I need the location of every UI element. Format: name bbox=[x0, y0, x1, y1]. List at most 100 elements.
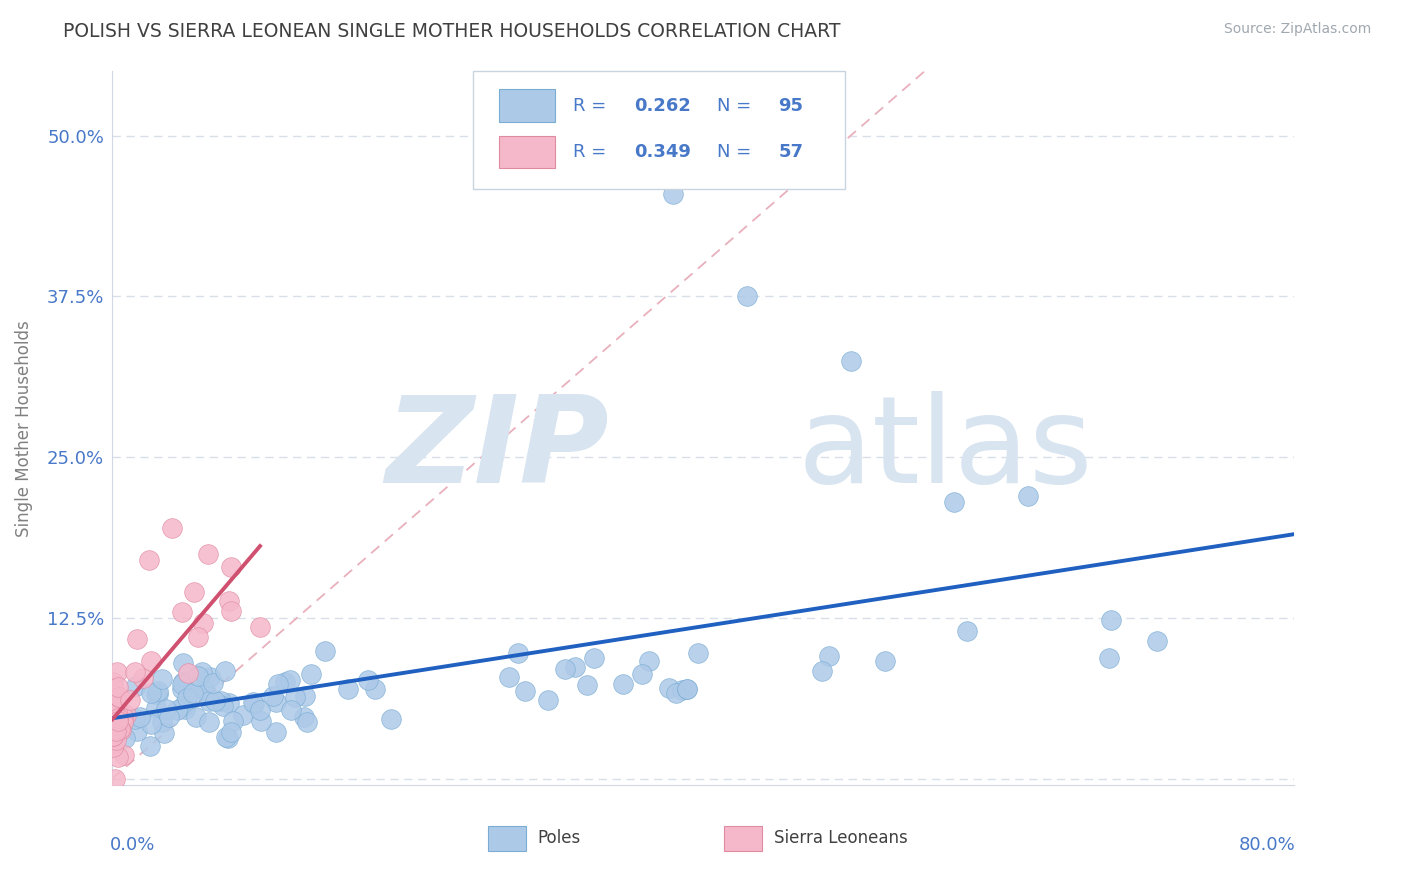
Point bbox=[112, 747, 135, 762]
Point bbox=[839, 353, 862, 368]
Point bbox=[184, 710, 207, 724]
Point bbox=[187, 669, 209, 683]
Point bbox=[818, 649, 841, 664]
Point bbox=[183, 585, 205, 599]
Point bbox=[103, 699, 125, 714]
Point bbox=[506, 646, 529, 660]
Point bbox=[554, 662, 576, 676]
Point bbox=[104, 723, 127, 737]
Point bbox=[153, 726, 176, 740]
Point bbox=[105, 696, 128, 710]
Point bbox=[686, 646, 709, 660]
Point bbox=[103, 708, 125, 723]
Text: Sierra Leoneans: Sierra Leoneans bbox=[773, 830, 908, 847]
Text: 95: 95 bbox=[779, 96, 804, 114]
FancyBboxPatch shape bbox=[499, 136, 555, 169]
Point bbox=[204, 694, 226, 708]
Point bbox=[314, 644, 336, 658]
Point bbox=[105, 715, 128, 730]
Point bbox=[1099, 613, 1122, 627]
Point bbox=[191, 681, 214, 696]
Point bbox=[242, 695, 264, 709]
Point bbox=[103, 720, 125, 734]
Point bbox=[105, 665, 128, 679]
Text: POLISH VS SIERRA LEONEAN SINGLE MOTHER HOUSEHOLDS CORRELATION CHART: POLISH VS SIERRA LEONEAN SINGLE MOTHER H… bbox=[63, 22, 841, 41]
Point bbox=[219, 559, 242, 574]
Point bbox=[583, 650, 606, 665]
Point bbox=[737, 289, 759, 303]
Point bbox=[266, 695, 288, 709]
Point bbox=[575, 678, 598, 692]
Point bbox=[658, 681, 681, 695]
Point bbox=[172, 698, 194, 713]
Point bbox=[103, 721, 125, 735]
FancyBboxPatch shape bbox=[488, 826, 526, 851]
Point bbox=[124, 679, 146, 693]
Point bbox=[292, 710, 315, 724]
Point bbox=[274, 674, 297, 689]
Point bbox=[198, 714, 221, 729]
Text: 80.0%: 80.0% bbox=[1239, 837, 1296, 855]
Point bbox=[198, 693, 221, 707]
Point bbox=[243, 697, 266, 711]
Point bbox=[105, 707, 128, 722]
Point bbox=[194, 684, 217, 698]
Point bbox=[564, 660, 586, 674]
Point bbox=[101, 729, 124, 743]
Point bbox=[107, 714, 129, 728]
Point bbox=[172, 676, 194, 690]
Point bbox=[294, 689, 316, 703]
Text: ZIP: ZIP bbox=[385, 391, 609, 508]
Point bbox=[105, 704, 128, 718]
Point bbox=[138, 739, 160, 753]
Point bbox=[214, 664, 236, 678]
Point bbox=[217, 731, 239, 746]
Point bbox=[357, 673, 380, 688]
Point bbox=[101, 697, 124, 711]
Point bbox=[114, 708, 136, 723]
Point bbox=[1098, 651, 1121, 665]
Text: atlas: atlas bbox=[797, 391, 1092, 508]
Point bbox=[671, 682, 693, 697]
Point bbox=[107, 690, 129, 705]
Point bbox=[212, 699, 235, 714]
Point bbox=[209, 694, 232, 708]
Point bbox=[101, 674, 124, 689]
Point bbox=[107, 680, 129, 694]
Point bbox=[101, 739, 124, 754]
Point bbox=[108, 720, 131, 734]
Point bbox=[104, 732, 127, 747]
Point bbox=[249, 620, 271, 634]
Point bbox=[176, 691, 198, 706]
Point bbox=[232, 708, 254, 723]
Point bbox=[278, 673, 301, 687]
Text: R =: R = bbox=[574, 96, 612, 114]
Point bbox=[264, 724, 287, 739]
Text: 0.349: 0.349 bbox=[634, 143, 692, 161]
Point bbox=[105, 725, 128, 739]
Point bbox=[103, 698, 125, 712]
Point bbox=[110, 723, 132, 738]
Point bbox=[155, 702, 177, 716]
Point bbox=[299, 666, 322, 681]
Point bbox=[197, 547, 219, 561]
Point bbox=[141, 686, 163, 700]
Point bbox=[105, 694, 128, 708]
Point bbox=[191, 616, 214, 631]
Point bbox=[145, 701, 167, 715]
Point bbox=[662, 186, 685, 201]
Point bbox=[104, 772, 127, 786]
Point bbox=[172, 674, 194, 689]
Point bbox=[139, 716, 162, 731]
Point bbox=[138, 553, 160, 567]
Text: Source: ZipAtlas.com: Source: ZipAtlas.com bbox=[1223, 22, 1371, 37]
Point bbox=[107, 690, 129, 704]
Text: N =: N = bbox=[717, 96, 758, 114]
Point bbox=[132, 671, 155, 685]
Point bbox=[222, 714, 245, 728]
FancyBboxPatch shape bbox=[499, 89, 555, 122]
Point bbox=[160, 521, 183, 535]
Point bbox=[665, 686, 688, 700]
Point bbox=[148, 687, 170, 701]
Point bbox=[141, 654, 163, 668]
